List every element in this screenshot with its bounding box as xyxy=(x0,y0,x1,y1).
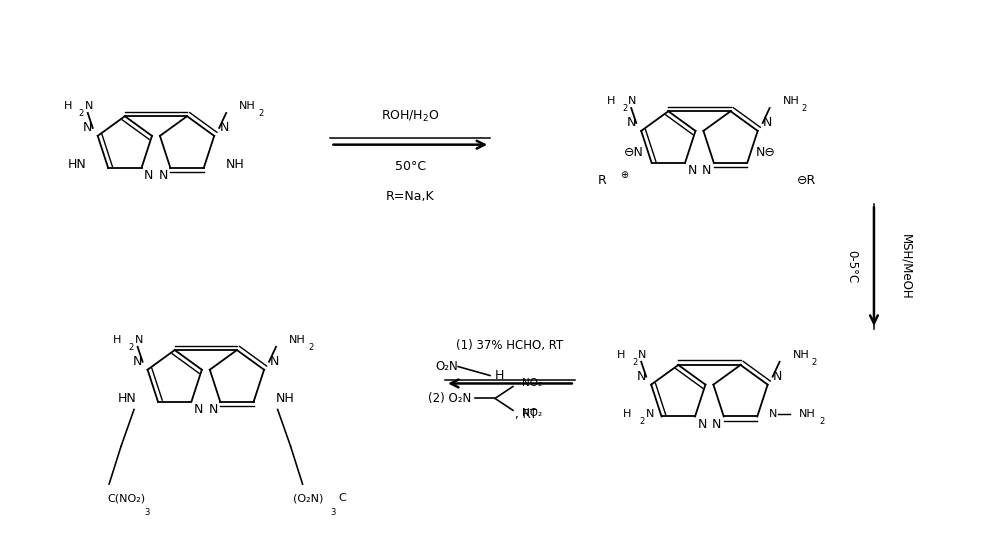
Text: 2: 2 xyxy=(632,358,637,367)
Text: 3: 3 xyxy=(144,508,149,517)
Text: 0-5°C: 0-5°C xyxy=(846,250,859,283)
Text: H: H xyxy=(495,369,504,382)
Text: ⊖R: ⊖R xyxy=(797,174,816,187)
Text: 2: 2 xyxy=(79,109,84,118)
Text: N: N xyxy=(697,418,707,431)
Text: H: H xyxy=(113,335,122,345)
Text: ⊕: ⊕ xyxy=(620,170,628,179)
Text: NO₂: NO₂ xyxy=(522,408,542,418)
Text: N: N xyxy=(702,164,712,177)
Text: 2: 2 xyxy=(802,104,807,113)
Text: H: H xyxy=(623,409,632,419)
Text: NH: NH xyxy=(783,96,799,106)
Text: N: N xyxy=(769,409,778,419)
Text: MSH/MeOH: MSH/MeOH xyxy=(899,234,912,300)
Text: R: R xyxy=(598,174,607,187)
Text: NH: NH xyxy=(276,392,294,405)
Text: N: N xyxy=(159,169,168,182)
Text: HN: HN xyxy=(67,158,86,171)
Text: N: N xyxy=(83,121,92,134)
Text: N: N xyxy=(133,356,142,368)
Text: N: N xyxy=(85,101,93,111)
Text: N: N xyxy=(646,409,654,419)
Text: NH: NH xyxy=(226,158,245,171)
Text: C(NO₂): C(NO₂) xyxy=(107,493,145,503)
Text: 2: 2 xyxy=(622,104,628,113)
Text: N: N xyxy=(773,370,782,383)
Text: N: N xyxy=(637,370,646,383)
Text: R=Na,K: R=Na,K xyxy=(386,190,435,203)
Text: N: N xyxy=(628,96,637,106)
Text: N: N xyxy=(219,121,229,134)
Text: N: N xyxy=(638,350,647,360)
Text: O₂N: O₂N xyxy=(435,360,458,373)
Text: ROH/H$_2$O: ROH/H$_2$O xyxy=(381,109,439,124)
Text: , RT: , RT xyxy=(515,408,537,421)
Text: N: N xyxy=(712,418,721,431)
Text: (O₂N): (O₂N) xyxy=(293,493,323,503)
Text: NH: NH xyxy=(289,335,306,345)
Text: (2) O₂N: (2) O₂N xyxy=(428,392,471,405)
Text: N⊖: N⊖ xyxy=(755,146,775,159)
Text: NH: NH xyxy=(239,101,256,111)
Text: 3: 3 xyxy=(330,508,336,517)
Text: N: N xyxy=(763,116,772,130)
Text: N: N xyxy=(269,356,279,368)
Text: N: N xyxy=(627,116,636,130)
Text: C: C xyxy=(338,493,346,503)
Text: H: H xyxy=(607,96,615,106)
Text: NO₂: NO₂ xyxy=(522,378,542,389)
Text: H: H xyxy=(63,101,72,111)
Text: 2: 2 xyxy=(258,109,263,118)
Text: N: N xyxy=(194,403,203,416)
Text: (1) 37% HCHO, RT: (1) 37% HCHO, RT xyxy=(456,339,564,352)
Text: 2: 2 xyxy=(129,343,134,352)
Text: N: N xyxy=(144,169,153,182)
Text: NH: NH xyxy=(793,350,809,360)
Text: N: N xyxy=(209,403,218,416)
Text: N: N xyxy=(687,164,697,177)
Text: 2: 2 xyxy=(640,418,645,427)
Text: 2: 2 xyxy=(819,418,824,427)
Text: HN: HN xyxy=(117,392,136,405)
Text: 2: 2 xyxy=(308,343,313,352)
Text: 50°C: 50°C xyxy=(395,160,426,173)
Text: N: N xyxy=(135,335,143,345)
Text: H: H xyxy=(617,350,625,360)
Text: NH: NH xyxy=(799,409,816,419)
Text: 2: 2 xyxy=(812,358,817,367)
Text: ⊖N: ⊖N xyxy=(624,146,644,159)
